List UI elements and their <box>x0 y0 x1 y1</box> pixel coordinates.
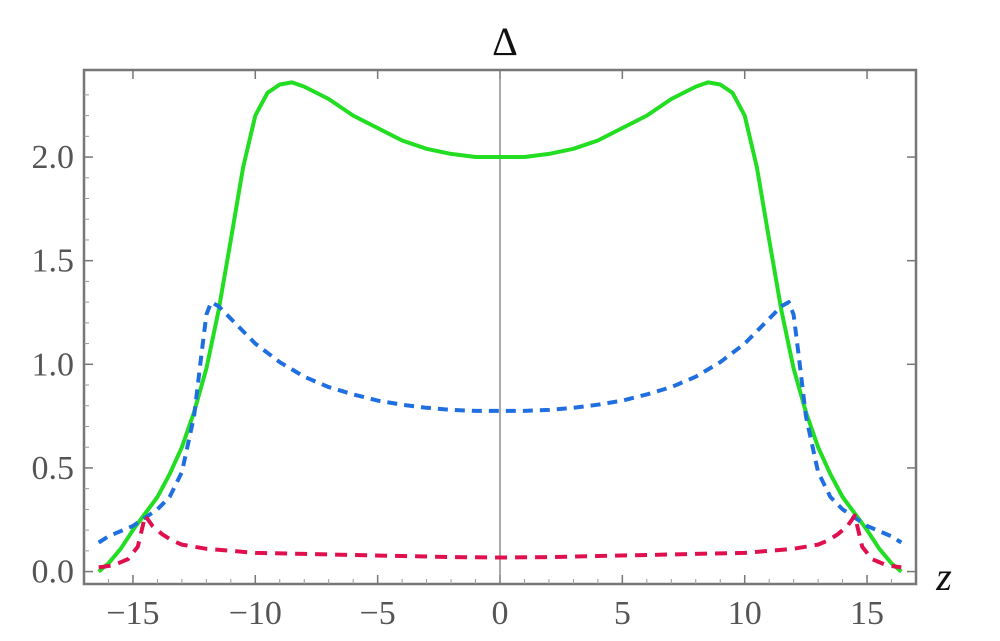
x-axis-title: z <box>935 554 952 599</box>
y-tick-label: 2.0 <box>32 139 75 176</box>
x-tick-label: 5 <box>614 595 631 632</box>
y-tick-label: 0.0 <box>32 554 75 591</box>
x-tick-label: 0 <box>492 595 509 632</box>
x-tick-label: 10 <box>728 595 762 632</box>
series-line-3 <box>98 513 902 570</box>
x-tick-label: 15 <box>850 595 884 632</box>
x-tick-label: −10 <box>229 595 282 632</box>
series-layer <box>97 80 903 574</box>
x-tick-label: −5 <box>360 595 396 632</box>
y-tick-label: 0.5 <box>32 450 75 487</box>
y-axis-title: Δ <box>492 19 518 64</box>
y-tick-label: 1.0 <box>32 346 75 383</box>
x-tick-label: −15 <box>106 595 159 632</box>
tick-layer: −15 −10 −5 0 5 10 15 0.0 0.5 1.0 1.5 2.0 <box>32 70 916 632</box>
series-line-2 <box>97 300 903 545</box>
y-tick-label: 1.5 <box>32 243 75 280</box>
